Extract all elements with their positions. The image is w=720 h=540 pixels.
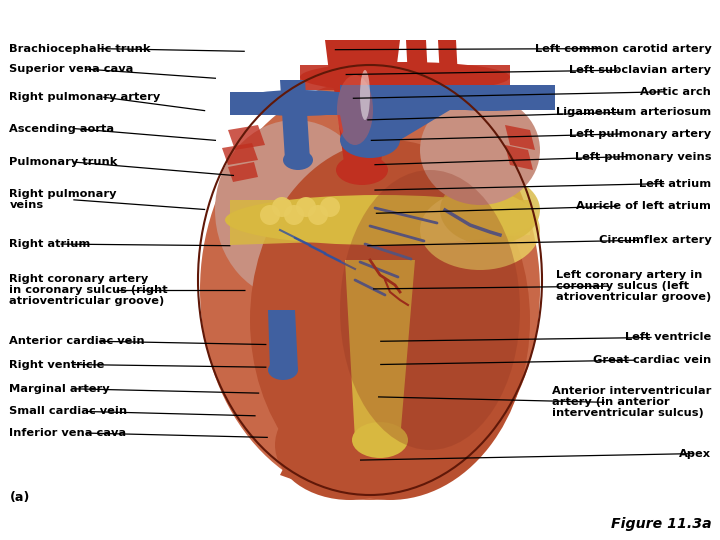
Ellipse shape — [200, 80, 540, 500]
Circle shape — [284, 205, 304, 225]
Text: Pulmonary trunk: Pulmonary trunk — [9, 157, 118, 167]
Ellipse shape — [300, 62, 510, 92]
Circle shape — [296, 197, 316, 217]
Text: Right ventricle: Right ventricle — [9, 360, 104, 369]
Text: Figure 11.3a: Figure 11.3a — [611, 517, 712, 531]
Text: Circumflex artery: Circumflex artery — [598, 235, 711, 245]
Polygon shape — [228, 162, 258, 182]
Ellipse shape — [336, 155, 388, 185]
Polygon shape — [230, 92, 370, 115]
Text: Brachiocephalic trunk: Brachiocephalic trunk — [9, 44, 151, 53]
Ellipse shape — [337, 75, 373, 145]
Ellipse shape — [225, 195, 535, 245]
Polygon shape — [268, 310, 298, 370]
Text: Anterior cardiac vein: Anterior cardiac vein — [9, 336, 145, 346]
Text: Apex: Apex — [679, 449, 711, 458]
Ellipse shape — [230, 90, 370, 116]
Text: Right atrium: Right atrium — [9, 239, 91, 249]
Ellipse shape — [283, 150, 313, 170]
Text: (a): (a) — [10, 491, 30, 504]
Text: Right pulmonary
veins: Right pulmonary veins — [9, 189, 117, 211]
Ellipse shape — [420, 190, 540, 270]
Text: Right pulmonary artery: Right pulmonary artery — [9, 92, 161, 102]
Polygon shape — [345, 260, 415, 440]
Text: Right coronary artery
in coronary sulcus (right
atrioventricular groove): Right coronary artery in coronary sulcus… — [9, 274, 168, 306]
Polygon shape — [406, 40, 428, 78]
Text: Great cardiac vein: Great cardiac vein — [593, 355, 711, 365]
Ellipse shape — [352, 422, 408, 458]
Polygon shape — [300, 65, 510, 90]
Text: Ligamentum arteriosum: Ligamentum arteriosum — [557, 107, 711, 117]
Polygon shape — [505, 125, 535, 150]
Ellipse shape — [360, 70, 370, 120]
Ellipse shape — [340, 122, 400, 158]
Polygon shape — [505, 145, 533, 170]
Polygon shape — [325, 40, 400, 80]
Circle shape — [272, 197, 292, 217]
Polygon shape — [228, 125, 265, 150]
Circle shape — [308, 205, 328, 225]
Ellipse shape — [425, 85, 555, 111]
Ellipse shape — [268, 360, 298, 380]
Text: Left subclavian artery: Left subclavian artery — [570, 65, 711, 75]
Ellipse shape — [215, 120, 375, 300]
Polygon shape — [230, 200, 530, 245]
Ellipse shape — [440, 175, 540, 245]
Text: Ascending aorta: Ascending aorta — [9, 124, 114, 133]
Ellipse shape — [275, 390, 425, 500]
Ellipse shape — [340, 170, 520, 450]
Polygon shape — [222, 143, 258, 165]
Polygon shape — [430, 85, 555, 110]
Text: Aortic arch: Aortic arch — [641, 87, 711, 97]
Circle shape — [260, 205, 280, 225]
Circle shape — [320, 197, 340, 217]
Text: Anterior interventricular
artery (in anterior
interventricular sulcus): Anterior interventricular artery (in ant… — [552, 386, 711, 418]
Polygon shape — [438, 40, 458, 78]
Polygon shape — [280, 435, 430, 500]
Text: Superior vena cava: Superior vena cava — [9, 64, 134, 74]
Text: Auricle of left atrium: Auricle of left atrium — [577, 201, 711, 211]
Polygon shape — [280, 80, 310, 160]
Text: Left pulmonary artery: Left pulmonary artery — [570, 129, 711, 139]
Polygon shape — [340, 85, 450, 140]
Text: Left ventricle: Left ventricle — [625, 333, 711, 342]
Text: Inferior vena cava: Inferior vena cava — [9, 428, 127, 438]
Text: Left common carotid artery: Left common carotid artery — [535, 44, 711, 53]
Text: Left pulmonary veins: Left pulmonary veins — [575, 152, 711, 161]
Text: Left atrium: Left atrium — [639, 179, 711, 188]
Polygon shape — [330, 60, 395, 170]
Ellipse shape — [420, 95, 540, 205]
Text: Left coronary artery in
coronary sulcus (left
atrioventricular groove): Left coronary artery in coronary sulcus … — [556, 270, 711, 302]
Text: Small cardiac vein: Small cardiac vein — [9, 407, 127, 416]
Text: Marginal artery: Marginal artery — [9, 384, 110, 394]
Ellipse shape — [250, 140, 530, 500]
Polygon shape — [373, 40, 395, 78]
